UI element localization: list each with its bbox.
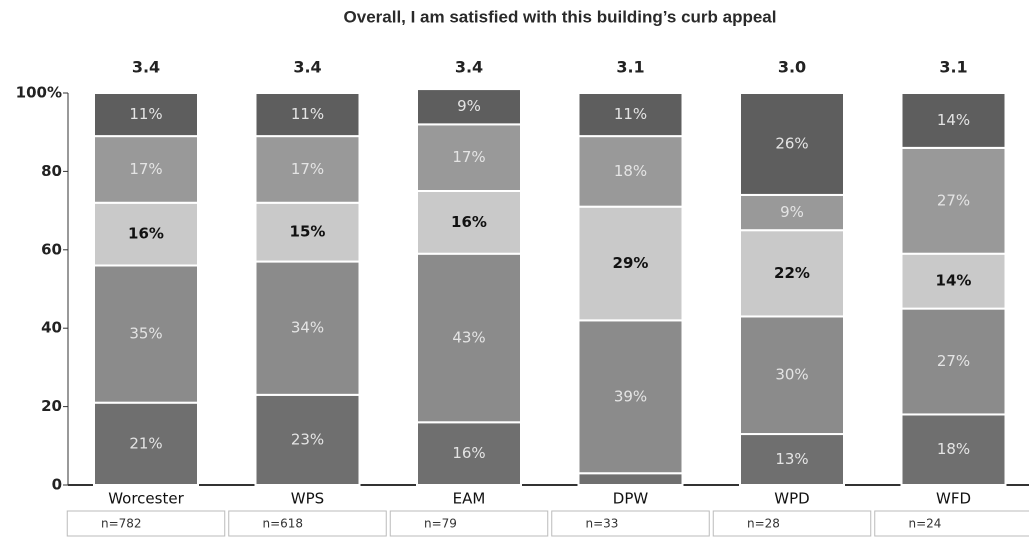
bar-segment xyxy=(254,135,361,204)
sample-cell xyxy=(389,510,549,537)
sample-cell xyxy=(228,510,387,537)
bar-segment xyxy=(577,135,684,208)
y-tick-label: 100% xyxy=(16,84,62,102)
sample-size: n=28 xyxy=(747,517,780,531)
bar-segment xyxy=(577,92,684,138)
mean-label: 3.0 xyxy=(778,58,806,77)
bar-segment xyxy=(900,92,1007,149)
bar-segment xyxy=(416,421,522,486)
sample-cell xyxy=(712,510,872,537)
data-label: 14% xyxy=(936,272,972,290)
sample-size: n=782 xyxy=(101,517,142,531)
bar-segment xyxy=(900,307,1007,416)
data-label: 22% xyxy=(774,264,810,282)
mean-label: 3.1 xyxy=(616,58,644,77)
data-label: 17% xyxy=(452,148,485,166)
data-label: 9% xyxy=(457,97,481,115)
bar-segment xyxy=(93,201,199,267)
data-label: 16% xyxy=(128,225,164,243)
data-label: 23% xyxy=(291,430,324,448)
sample-size: n=618 xyxy=(263,517,304,531)
data-label: 35% xyxy=(129,325,162,343)
bar-segment xyxy=(254,201,361,263)
data-label: 13% xyxy=(775,450,808,468)
bar-segment xyxy=(577,205,684,322)
data-label: 16% xyxy=(451,213,487,231)
mean-label: 3.1 xyxy=(939,58,967,77)
data-label: 11% xyxy=(291,105,324,123)
mean-label: 3.4 xyxy=(293,58,321,77)
data-label: 11% xyxy=(129,105,162,123)
data-label: 17% xyxy=(291,160,324,178)
x-tick-label: EAM xyxy=(453,490,486,508)
sample-size: n=79 xyxy=(424,517,457,531)
bar-segment xyxy=(254,92,361,138)
data-label: 15% xyxy=(290,223,326,241)
bar-segment xyxy=(93,264,199,404)
data-label: 9% xyxy=(780,203,804,221)
bar-segment xyxy=(739,92,845,196)
sample-size: n=24 xyxy=(909,517,942,531)
sample-cell xyxy=(874,510,1029,537)
y-tick-label: 60 xyxy=(41,240,62,258)
x-tick-label: WPD xyxy=(774,490,809,508)
mean-label: 3.4 xyxy=(132,58,160,77)
bar-segment xyxy=(900,413,1007,486)
data-label: 17% xyxy=(129,160,162,178)
mean-label: 3.4 xyxy=(455,58,483,77)
bar-segment xyxy=(739,433,845,487)
bar-segment xyxy=(577,472,684,486)
bar-segment xyxy=(739,193,845,232)
y-tick-label: 80 xyxy=(41,162,62,180)
data-label: 16% xyxy=(452,444,485,462)
x-tick-label: WFD xyxy=(936,490,971,508)
x-tick-label: WPS xyxy=(291,490,324,508)
x-tick-label: Worcester xyxy=(108,490,184,508)
data-label: 27% xyxy=(937,191,970,209)
bar-segment xyxy=(900,252,1007,310)
bar-segment xyxy=(416,252,522,424)
sample-cell xyxy=(551,510,710,537)
x-tick-label: DPW xyxy=(613,490,649,508)
y-tick-label: 20 xyxy=(41,397,62,415)
bar-segment xyxy=(416,88,522,126)
data-label: 26% xyxy=(775,134,808,152)
data-label: 21% xyxy=(129,434,162,452)
bar-segment xyxy=(416,190,522,255)
data-label: 30% xyxy=(775,366,808,384)
data-label: 27% xyxy=(937,352,970,370)
y-tick-label: 40 xyxy=(41,319,62,337)
data-label: 39% xyxy=(614,387,647,405)
bar-segment xyxy=(93,401,199,486)
sample-size: n=33 xyxy=(586,517,619,531)
bar-segment xyxy=(900,146,1007,255)
data-label: 29% xyxy=(613,254,649,272)
data-label: 43% xyxy=(452,329,485,347)
y-tick-label: 0 xyxy=(52,476,62,494)
data-label: 18% xyxy=(937,440,970,458)
bar-segment xyxy=(739,315,845,436)
data-label: 34% xyxy=(291,319,324,337)
data-label: 18% xyxy=(614,162,647,180)
chart-title: Overall, I am satisfied with this buildi… xyxy=(344,7,777,26)
data-label: 11% xyxy=(614,105,647,123)
bar-segment xyxy=(93,92,199,138)
data-label: 14% xyxy=(937,111,970,129)
sample-cell xyxy=(66,510,226,537)
